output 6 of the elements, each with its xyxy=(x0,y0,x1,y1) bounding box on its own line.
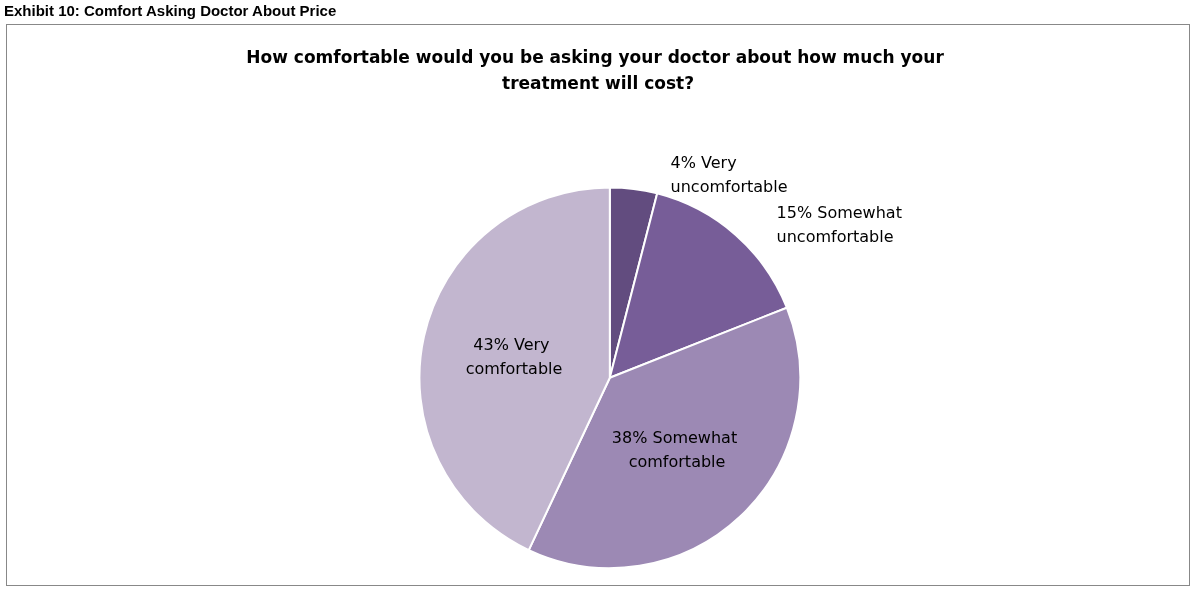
chart-title: How comfortable would you be asking your doctor about how much your treatment will cost? xyxy=(246,47,950,93)
slice-label: 38% Somewhat comfortable xyxy=(611,427,743,471)
text: Exhibit 10: Comfort Asking Doctor About Price xyxy=(4,2,337,19)
slice-label: 15% Somewhat uncomfortable xyxy=(776,202,907,246)
slice-label: 4% Very uncomfortable xyxy=(670,152,788,196)
slice-label: 43% Very comfortable xyxy=(465,334,563,378)
